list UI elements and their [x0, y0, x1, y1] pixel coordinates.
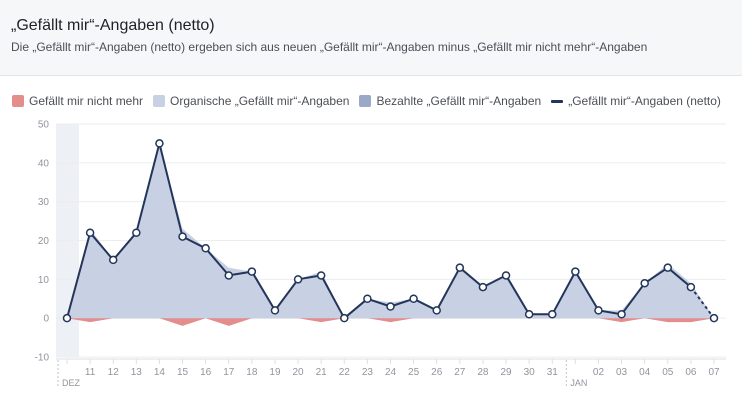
- legend-label-unlikes: Gefällt mir nicht mehr: [29, 94, 144, 108]
- data-point: [293, 275, 303, 284]
- x-tick-label: 02: [593, 367, 605, 378]
- x-tick-label: 31: [547, 367, 559, 378]
- data-point: [201, 244, 210, 253]
- legend-label-organic: Organische „Gefällt mir“-Angaben: [170, 94, 350, 108]
- x-tick-label: 23: [362, 367, 374, 378]
- x-tick-label: 16: [200, 367, 212, 378]
- data-point: [178, 232, 187, 241]
- x-tick-label: 03: [616, 367, 628, 378]
- data-point: [132, 228, 141, 237]
- x-tick-label: 30: [524, 367, 536, 378]
- x-tick-label: 27: [454, 367, 466, 378]
- data-point: [363, 294, 372, 303]
- x-tick-label: 14: [154, 367, 166, 378]
- x-tick-label: 05: [662, 367, 674, 378]
- data-point: [340, 313, 349, 323]
- x-tick-label: 11: [85, 367, 96, 378]
- y-tick-label: 20: [38, 236, 50, 247]
- data-point: [594, 306, 603, 315]
- x-tick-label: 29: [500, 367, 512, 378]
- month-label: DEZ: [62, 378, 81, 388]
- data-point: [386, 302, 395, 311]
- line-net: [66, 142, 692, 320]
- legend-item-organic[interactable]: Organische „Gefällt mir“-Angaben: [153, 94, 349, 108]
- data-point: [571, 267, 580, 276]
- data-point: [409, 294, 418, 303]
- x-tick-label: 19: [269, 367, 281, 378]
- legend-label-paid: Bezahlte „Gefällt mir“-Angaben: [376, 94, 542, 108]
- data-point: [155, 139, 164, 148]
- y-tick-label: 10: [38, 275, 50, 286]
- legend-label-net: „Gefällt mir“-Angaben (netto): [568, 94, 721, 108]
- data-point: [224, 271, 233, 280]
- x-tick-label: 21: [316, 367, 328, 378]
- chart-subtitle: Die „Gefällt mir“-Angaben (netto) ergebe…: [11, 40, 648, 54]
- legend-swatch-organic: [153, 95, 166, 107]
- x-tick-label: 28: [477, 367, 489, 378]
- data-point: [524, 310, 534, 319]
- line-net-projection: [690, 286, 715, 319]
- x-tick-label: 20: [293, 367, 305, 378]
- legend-swatch-unlikes: [12, 95, 24, 107]
- chart-title: „Gefällt mir“-Angaben (netto): [11, 17, 215, 34]
- data-point: [316, 271, 326, 280]
- legend-item-paid[interactable]: Bezahlte „Gefällt mir“-Angaben: [359, 94, 541, 108]
- data-point: [640, 278, 649, 288]
- x-tick-label: 25: [408, 367, 420, 378]
- y-tick-label: 40: [38, 158, 50, 169]
- data-point: [501, 271, 511, 280]
- data-point: [548, 310, 557, 319]
- x-tick-label: 13: [131, 367, 143, 378]
- x-tick-label: 24: [385, 367, 397, 378]
- data-point: [663, 263, 673, 272]
- x-tick-label: 12: [108, 367, 120, 378]
- legend-swatch-paid: [359, 95, 372, 107]
- x-tick-label: 04: [639, 367, 651, 378]
- data-point: [432, 306, 441, 315]
- x-tick-label: 15: [177, 367, 189, 378]
- data-point: [478, 282, 488, 292]
- legend-item-unlikes[interactable]: Gefällt mir nicht mehr: [12, 94, 143, 108]
- data-point: [247, 267, 257, 276]
- y-tick-label: 30: [38, 197, 50, 208]
- legend-item-net[interactable]: „Gefällt mir“-Angaben (netto): [551, 94, 721, 108]
- legend-swatch-net: [551, 99, 564, 103]
- x-tick-label: 22: [339, 367, 351, 378]
- data-point: [686, 282, 696, 292]
- data-point: [62, 313, 72, 323]
- x-tick-label: 07: [708, 367, 720, 378]
- chart-header: „Gefällt mir“-Angaben (netto) Die „Gefäl…: [0, 0, 742, 76]
- month-label: JAN: [570, 378, 587, 388]
- data-point: [270, 306, 280, 315]
- y-tick-label: 0: [43, 314, 49, 325]
- area-organic: [67, 143, 714, 319]
- x-tick-label: 17: [223, 367, 235, 378]
- x-tick-label: 26: [431, 367, 443, 378]
- chart-legend: Gefällt mir nicht mehr Organische „Gefäl…: [12, 93, 731, 109]
- y-tick-label: 50: [38, 120, 50, 131]
- x-tick-label: 18: [246, 367, 258, 378]
- y-tick-label: -10: [35, 353, 50, 364]
- data-point: [85, 228, 95, 237]
- data-point: [617, 310, 626, 319]
- data-point: [108, 255, 118, 265]
- x-tick-label: 06: [685, 367, 697, 378]
- data-point: [709, 313, 719, 323]
- area-unlikes: [67, 318, 714, 326]
- data-point: [455, 263, 465, 272]
